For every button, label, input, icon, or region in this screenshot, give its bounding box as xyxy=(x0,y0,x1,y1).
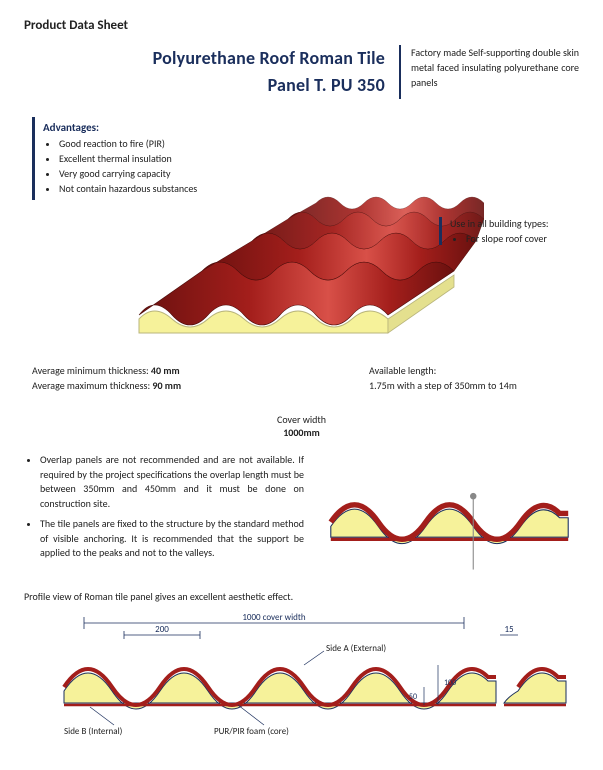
svg-text:Side B (Internal): Side B (Internal) xyxy=(64,726,123,737)
uses-title: Use in all building types: xyxy=(450,217,579,230)
cross-section-diagram xyxy=(320,453,579,572)
hero-area: Advantages: Good reaction to fire (PIR) … xyxy=(24,117,579,407)
use-item: For slope roof cover xyxy=(466,232,579,245)
uses-box: Use in all building types: For slope roo… xyxy=(439,217,579,245)
product-description: Factory made Self-supporting double skin… xyxy=(399,45,579,99)
note-item: The tile panels are fixed to the structu… xyxy=(40,517,304,561)
title-block: Polyurethane Roof Roman Tile Panel T. PU… xyxy=(24,45,579,99)
svg-text:100: 100 xyxy=(444,678,456,688)
page-title: Product Data Sheet xyxy=(24,18,579,33)
product-title-2: Panel T. PU 350 xyxy=(24,72,385,99)
length-spec: Available length: 1.75m with a step of 3… xyxy=(369,363,569,393)
note-item: Overlap panels are not recommended and a… xyxy=(40,453,304,511)
svg-text:200: 200 xyxy=(155,624,169,635)
installation-notes: Overlap panels are not recommended and a… xyxy=(24,453,304,572)
svg-text:Side A (External): Side A (External) xyxy=(326,643,386,654)
advantages-title: Advantages: xyxy=(43,121,242,134)
roof-tile-render xyxy=(104,147,484,357)
cover-width: Cover width 1000mm xyxy=(24,413,579,439)
profile-diagram: 1000 cover width 200 15 Side A (External… xyxy=(24,609,579,739)
svg-text:PUR/PIR foam (core): PUR/PIR foam (core) xyxy=(214,726,289,737)
svg-text:15: 15 xyxy=(504,624,514,635)
svg-text:50: 50 xyxy=(409,692,417,702)
profile-caption: Profile view of Roman tile panel gives a… xyxy=(24,590,579,603)
product-title-1: Polyurethane Roof Roman Tile xyxy=(24,45,385,72)
thickness-spec: Average minimum thickness: 40 mm Average… xyxy=(32,363,181,393)
svg-text:1000 cover width: 1000 cover width xyxy=(242,612,306,623)
